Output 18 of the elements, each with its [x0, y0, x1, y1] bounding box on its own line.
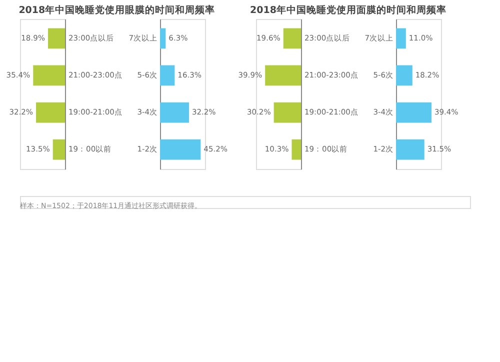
bar [48, 28, 65, 49]
bar [160, 65, 175, 86]
bar [265, 65, 301, 86]
bar [292, 139, 301, 160]
bar [36, 102, 65, 123]
bar [396, 65, 412, 86]
bar [396, 139, 424, 160]
bar [33, 65, 65, 86]
bar [52, 139, 65, 160]
bar [160, 102, 189, 123]
bar [160, 139, 201, 160]
bar [396, 28, 406, 49]
bar [274, 102, 301, 123]
text: 2018年中国晚睡党使用眼膜的时间和周频率 [18, 4, 216, 16]
bar [283, 28, 301, 49]
bar [396, 102, 432, 123]
bar [160, 28, 166, 49]
text: 2018年中国晚睡党使用面膜的时间和周频率 [250, 4, 446, 16]
